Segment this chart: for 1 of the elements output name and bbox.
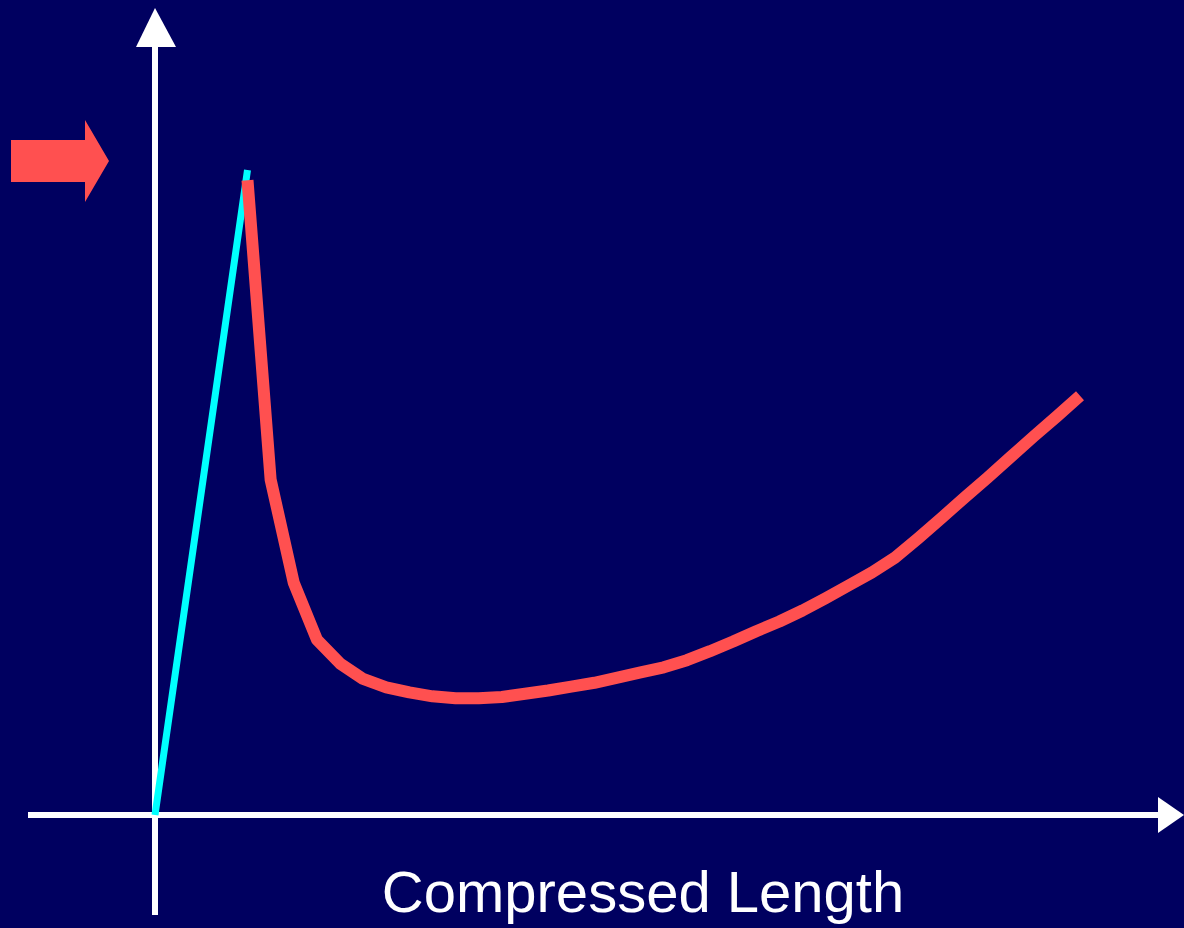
x-axis-title: Compressed Length xyxy=(381,859,905,924)
